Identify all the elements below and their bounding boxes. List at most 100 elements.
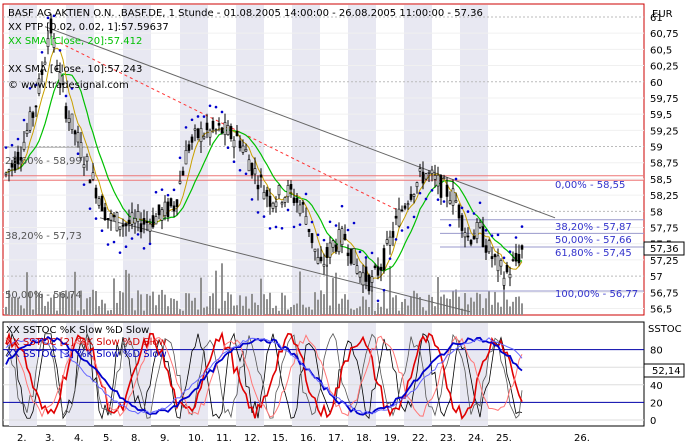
volume-bar	[281, 292, 283, 315]
volume-bar	[503, 282, 505, 315]
psar-dot	[436, 198, 440, 201]
candle-body	[94, 187, 98, 199]
volume-bar	[131, 298, 133, 315]
psar-dot	[10, 143, 14, 147]
x-axis-label: 10.	[188, 433, 204, 444]
candle-body	[313, 248, 317, 252]
volume-bar	[458, 296, 460, 315]
volume-bar	[8, 290, 10, 315]
candle-body	[163, 201, 167, 217]
psar-dot	[34, 83, 38, 87]
x-axis-label: 24.	[468, 433, 484, 444]
volume-bar	[44, 305, 46, 315]
volume-bar	[482, 308, 484, 315]
candle-body	[214, 129, 218, 132]
volume-bar	[194, 297, 196, 315]
volume-bar	[11, 297, 13, 315]
volume-bar	[38, 292, 40, 315]
candle-body	[247, 159, 251, 172]
psar-dot	[58, 49, 62, 52]
candle-body	[484, 245, 488, 253]
psar-dot	[274, 225, 278, 229]
candle-body	[271, 202, 275, 209]
candle-body	[346, 252, 350, 257]
volume-bar	[386, 308, 388, 315]
volume-bar	[86, 298, 88, 315]
psar-dot	[346, 228, 350, 232]
psar-dot	[298, 223, 302, 226]
volume-bar	[104, 303, 106, 315]
osc-tick-label: 20	[650, 398, 663, 409]
volume-bar	[260, 278, 262, 315]
volume-bar	[83, 309, 85, 315]
price-tick-label: 56,75	[650, 288, 679, 299]
volume-bar	[518, 296, 520, 315]
volume-bar	[116, 302, 118, 315]
candle-body	[514, 252, 518, 262]
volume-bar	[506, 299, 508, 315]
psar-dot	[154, 190, 158, 194]
candle-body	[448, 200, 452, 204]
volume-bar	[242, 305, 244, 315]
volume-bar	[479, 294, 481, 315]
volume-bar	[254, 302, 256, 315]
psar-dot	[292, 225, 296, 229]
volume-bar	[473, 301, 475, 315]
volume-bar	[494, 291, 496, 315]
candle-body	[79, 142, 83, 158]
volume-bar	[35, 290, 37, 315]
candle-body	[406, 203, 410, 206]
candle-body	[211, 120, 215, 130]
candle-body	[337, 229, 341, 253]
psar-dot	[508, 250, 512, 254]
candle-body	[115, 212, 119, 232]
x-axis-label: 17.	[328, 433, 344, 444]
volume-bar	[290, 307, 292, 315]
day-shade	[460, 323, 488, 426]
candle-body	[136, 211, 140, 222]
candle-body	[307, 228, 311, 233]
price-tick-label: 58	[650, 207, 663, 218]
volume-bar	[59, 291, 61, 315]
candle-body	[415, 182, 419, 188]
volume-bar	[23, 308, 25, 315]
psar-dot	[256, 211, 260, 214]
candle-body	[319, 256, 323, 262]
candle-body	[274, 201, 278, 207]
psar-dot	[514, 236, 518, 239]
candle-body	[118, 226, 122, 230]
candle-body	[499, 260, 503, 267]
candle-body	[82, 164, 86, 168]
volume-bar	[488, 290, 490, 315]
psar-dot	[388, 257, 392, 260]
psar-dot	[382, 288, 386, 292]
candle-body	[103, 207, 107, 221]
volume-bar	[335, 272, 337, 315]
volume-bar	[440, 296, 442, 315]
psar-dot	[322, 238, 326, 242]
candle-body	[481, 226, 485, 248]
volume-bar	[74, 271, 76, 315]
volume-bar	[344, 294, 346, 315]
psar-dot	[112, 240, 116, 244]
candle-body	[355, 265, 359, 274]
osc-legend-2: XX SSTOC [2] %K Slow %D Slow	[6, 337, 167, 348]
candle-body	[235, 131, 239, 137]
volume-bar	[149, 295, 151, 315]
candle-body	[169, 198, 173, 207]
x-axis-label: 2.	[17, 433, 27, 444]
volume-bar	[428, 294, 430, 315]
volume-bar	[65, 290, 67, 315]
candle-body	[382, 248, 386, 271]
candle-body	[520, 245, 524, 250]
day-shade	[404, 5, 432, 315]
trendline-lower	[99, 217, 471, 313]
volume-bar	[299, 271, 301, 315]
candle-body	[409, 193, 413, 200]
candle-body	[316, 257, 320, 264]
candle-body	[250, 162, 254, 176]
candle-body	[304, 215, 308, 225]
psar-dot	[328, 220, 332, 224]
